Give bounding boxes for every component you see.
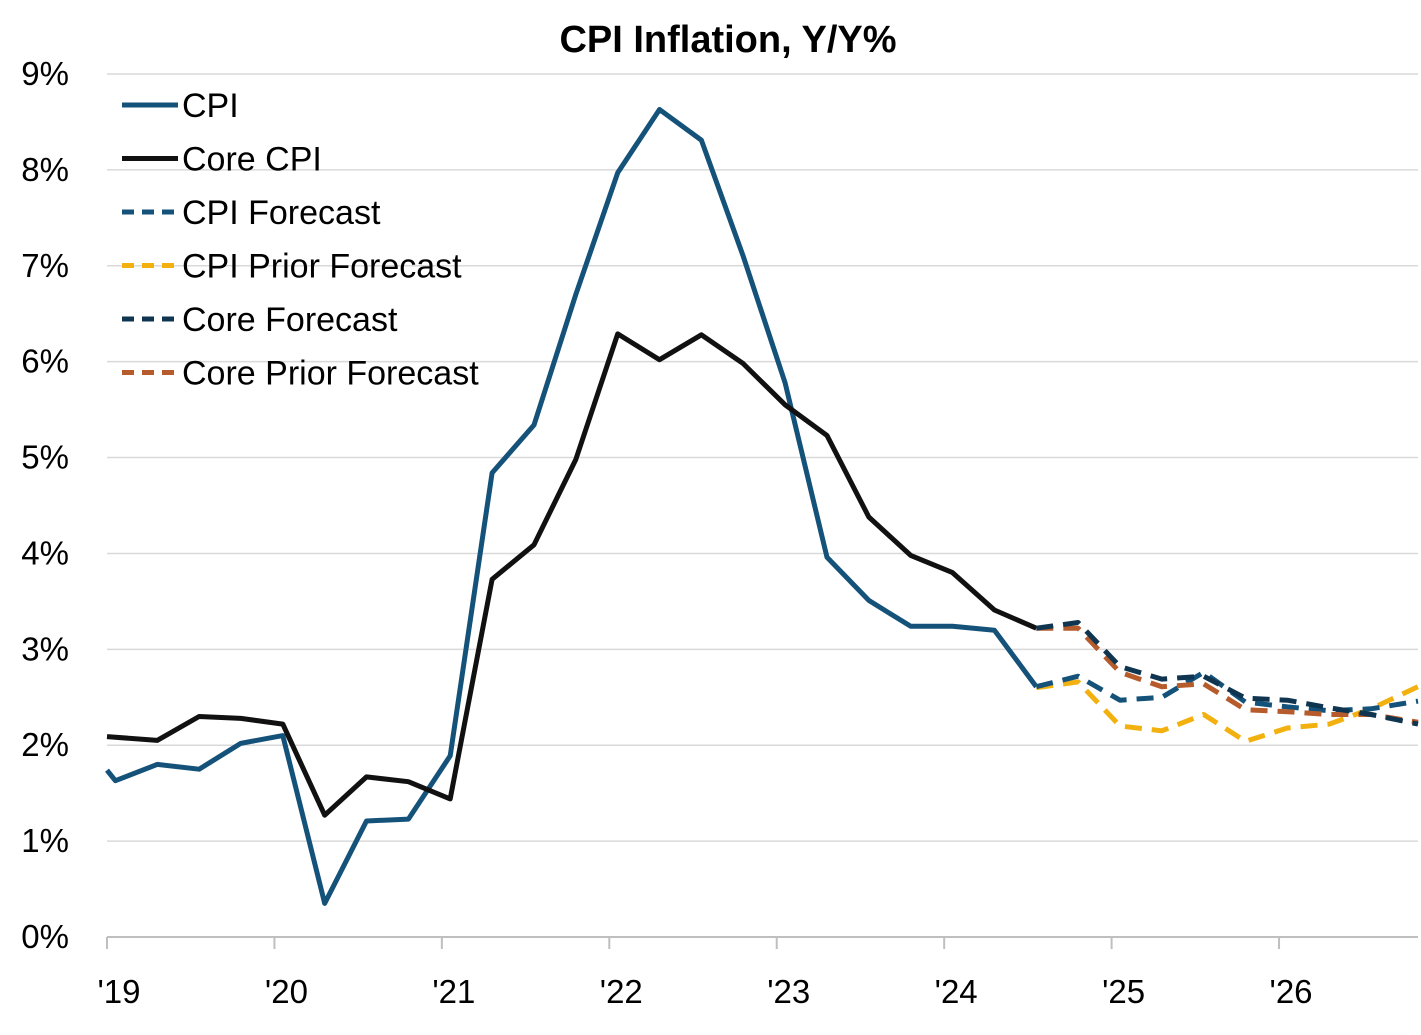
x-axis-tick-labels: '19 '20 '21 '22 '23 '24 '25 '26 bbox=[97, 973, 1312, 1010]
y-tick-label: 6% bbox=[21, 343, 69, 380]
x-tick-label: '25 bbox=[1102, 973, 1145, 1010]
x-tick-label: '24 bbox=[935, 973, 978, 1010]
legend-label: CPI bbox=[182, 87, 239, 125]
y-tick-label: 8% bbox=[21, 151, 69, 188]
y-tick-label: 0% bbox=[21, 918, 69, 955]
y-tick-label: 4% bbox=[21, 534, 69, 571]
legend-item-cpi-prior-forecast: CPI Prior Forecast bbox=[122, 248, 462, 286]
x-tick-label: '26 bbox=[1270, 973, 1313, 1010]
gridlines bbox=[107, 73, 1418, 842]
legend-item-cpi: CPI bbox=[122, 87, 239, 125]
legend: CPI Core CPI CPI Forecast CPI Prior Forecas… bbox=[122, 87, 479, 393]
legend-label: CPI Prior Forecast bbox=[182, 248, 462, 286]
x-tick-label: '22 bbox=[600, 973, 643, 1010]
legend-label: CPI Forecast bbox=[182, 194, 381, 232]
series-line-cpi bbox=[105, 107, 1039, 906]
chart-title: CPI Inflation, Y/Y% bbox=[559, 19, 896, 61]
x-tick-label: '23 bbox=[767, 973, 810, 1010]
legend-label: Core Prior Forecast bbox=[182, 355, 479, 393]
y-tick-label: 1% bbox=[21, 822, 69, 859]
legend-label: Core Forecast bbox=[182, 301, 398, 339]
y-axis-tick-labels: 0% 1% 2% 3% 4% 5% 6% 7% 8% 9% bbox=[21, 55, 69, 955]
series-line-cpi-forecast bbox=[1035, 669, 1419, 714]
x-tick-label: '19 bbox=[97, 973, 140, 1010]
y-tick-label: 3% bbox=[21, 630, 69, 667]
x-tick-label: '21 bbox=[432, 973, 475, 1010]
series-line-core-cpi bbox=[106, 331, 1038, 818]
y-tick-label: 9% bbox=[21, 55, 69, 92]
series-lines bbox=[105, 107, 1420, 906]
legend-label: Core CPI bbox=[182, 141, 322, 179]
x-axis bbox=[106, 936, 1418, 949]
y-tick-label: 5% bbox=[21, 439, 69, 476]
legend-item-core-prior-forecast: Core Prior Forecast bbox=[122, 355, 479, 393]
series-line-core-forecast bbox=[1035, 620, 1419, 727]
y-tick-label: 7% bbox=[21, 247, 69, 284]
legend-item-cpi-forecast: CPI Forecast bbox=[122, 194, 381, 232]
x-tick-label: '20 bbox=[265, 973, 308, 1010]
legend-item-core-forecast: Core Forecast bbox=[122, 301, 398, 339]
legend-item-core-cpi: Core CPI bbox=[122, 141, 322, 179]
y-tick-label: 2% bbox=[21, 726, 69, 763]
